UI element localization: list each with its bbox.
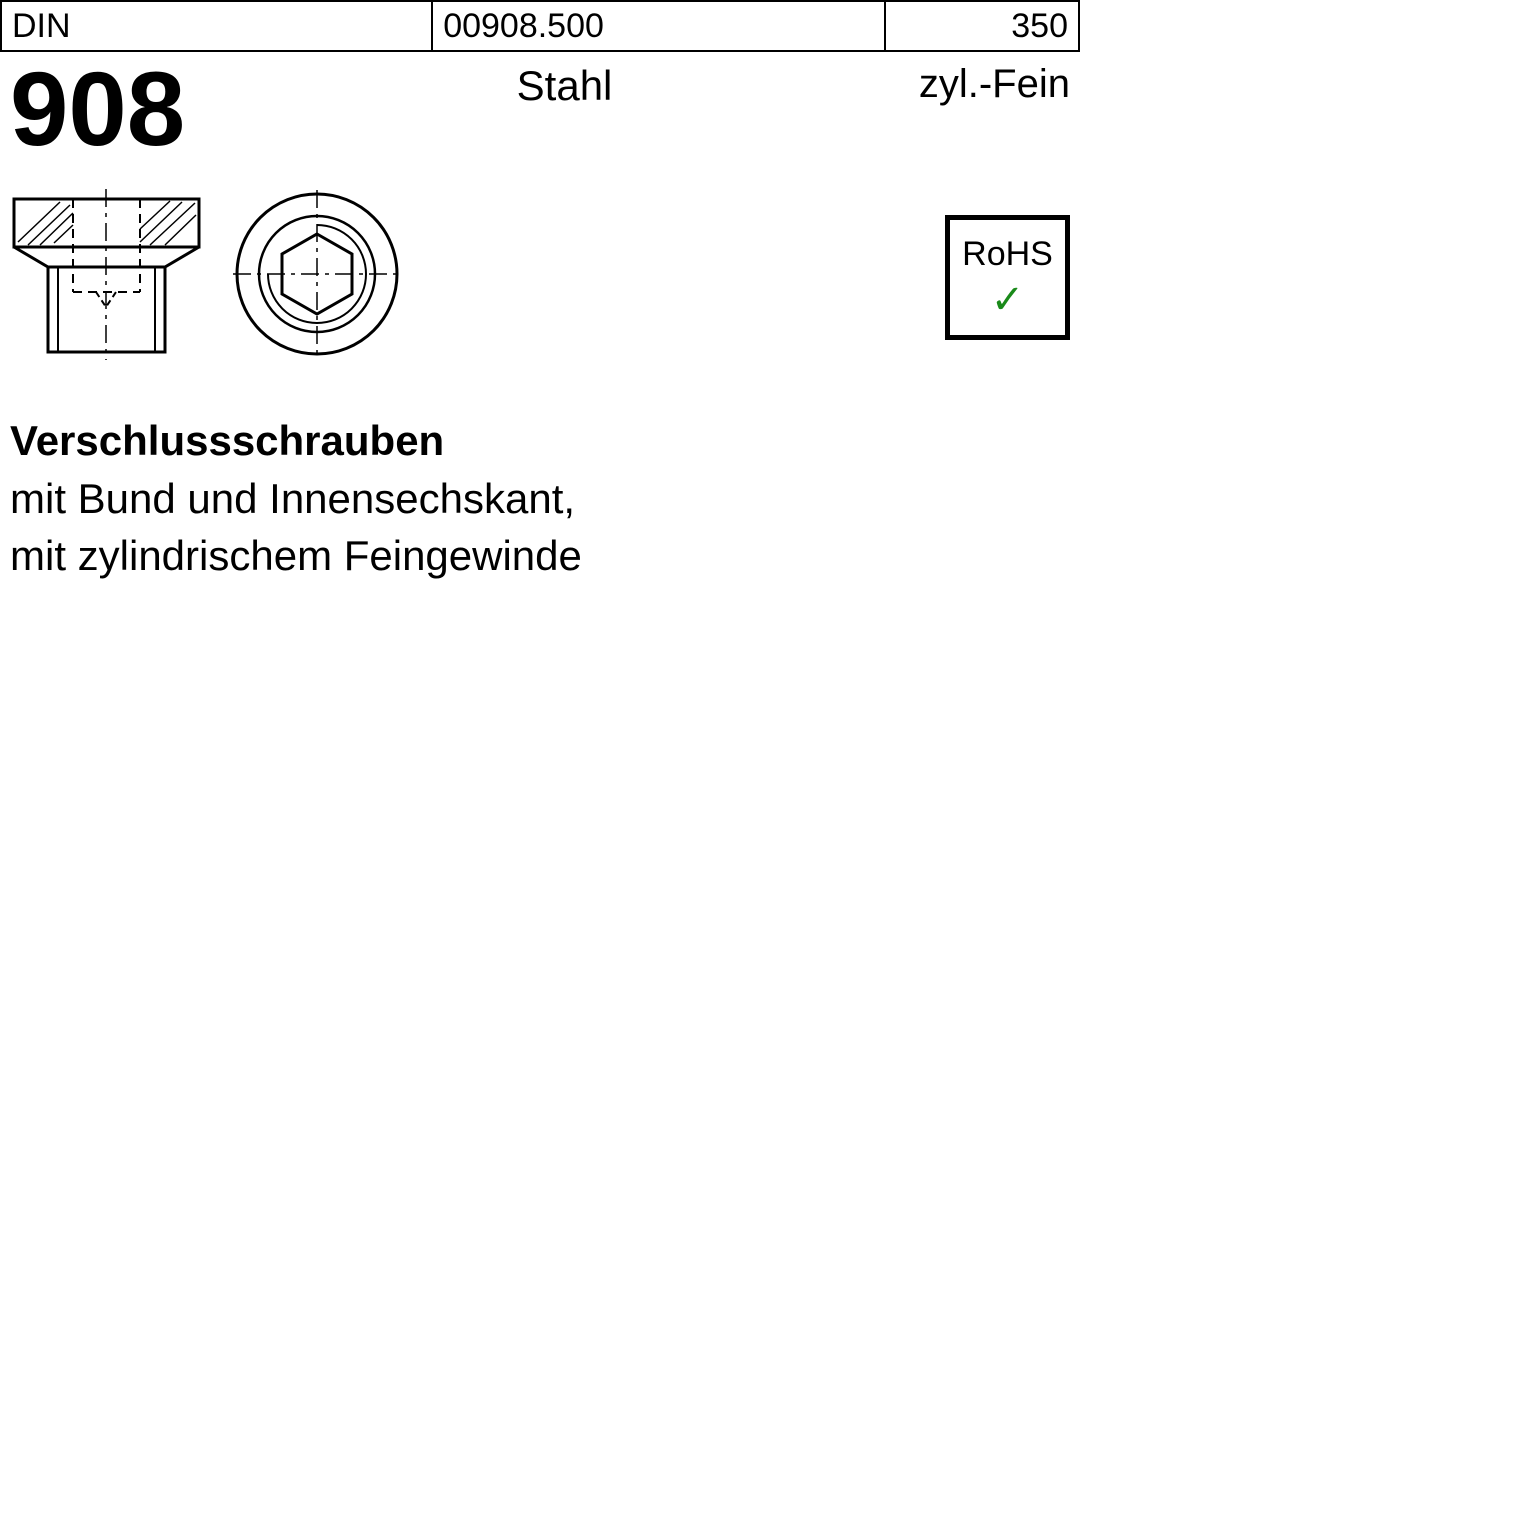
screw-side-view-drawing <box>10 187 205 367</box>
thread-label: zyl.-Fein <box>919 62 1070 107</box>
datasheet-page: DIN 00908.500 350 908 Stahl zyl.-Fein <box>0 0 1080 594</box>
description-title: Verschlussschrauben <box>10 417 1070 465</box>
rohs-compliance-badge: RoHS ✓ <box>945 215 1070 340</box>
drawings-row: RoHS ✓ <box>0 162 1080 377</box>
checkmark-icon: ✓ <box>991 280 1025 320</box>
header-part-number: 00908.500 <box>432 1 885 51</box>
material-label: Stahl <box>492 62 613 110</box>
screw-top-view-drawing <box>230 187 405 367</box>
description-line2: mit zylindrischem Feingewinde <box>10 528 1070 585</box>
header-table: DIN 00908.500 350 <box>0 0 1080 52</box>
header-standard-label: DIN <box>1 1 432 51</box>
description-line1: mit Bund und Innensechskant, <box>10 471 1070 528</box>
description-block: Verschlussschrauben mit Bund und Innense… <box>0 377 1080 594</box>
standard-number: 908 <box>10 57 185 162</box>
header-code: 350 <box>885 1 1079 51</box>
rohs-label: RoHS <box>962 235 1053 274</box>
row2: 908 Stahl zyl.-Fein <box>0 52 1080 162</box>
